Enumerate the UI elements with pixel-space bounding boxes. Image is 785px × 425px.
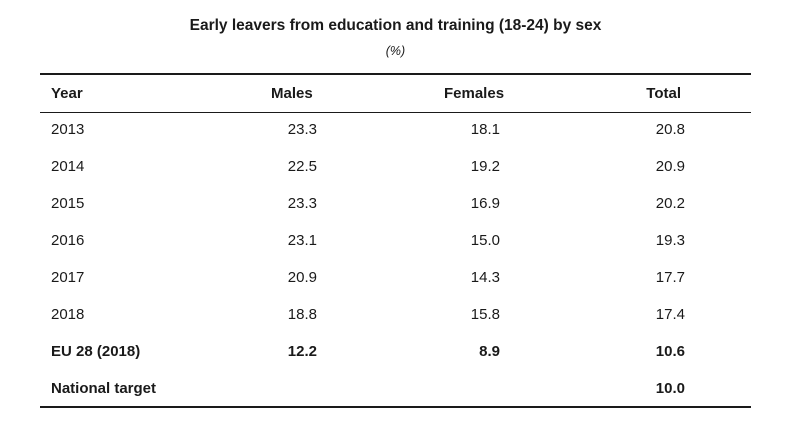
cell-year: 2017 [51,269,85,286]
header-row: Year Males Females Total [40,84,751,104]
cell-year: 2013 [51,121,85,138]
table-row: 2013 23.3 18.1 20.8 [40,120,751,140]
table-title: Early leavers from education and trainin… [189,17,602,34]
table-row: 2014 22.5 19.2 20.9 [40,157,751,177]
target-row: National target 10.0 [40,379,751,399]
cell-year: 2018 [51,306,85,323]
cell-total: 20.2 [655,195,685,212]
header-males: Males [271,85,313,102]
cell-females: 15.8 [470,306,500,323]
table-row: 2017 20.9 14.3 17.7 [40,268,751,288]
table-row: 2015 23.3 16.9 20.2 [40,194,751,214]
cell-total: 19.3 [655,232,685,249]
eu-row: EU 28 (2018) 12.2 8.9 10.6 [40,342,751,362]
cell-females: 14.3 [470,269,500,286]
table-row: 2016 23.1 15.0 19.3 [40,231,751,251]
cell-females: 16.9 [470,195,500,212]
cell-males: 23.3 [287,195,317,212]
cell-year: EU 28 (2018) [51,343,141,360]
bottom-rule [40,406,751,408]
table-row: 2018 18.8 15.8 17.4 [40,305,751,325]
cell-total: 10.6 [655,343,685,360]
cell-year: 2014 [51,158,85,175]
top-rule [40,73,751,75]
cell-total: 17.4 [655,306,685,323]
table-subtitle: (%) [385,44,406,58]
cell-year: National target [51,380,157,397]
cell-males: 12.2 [287,343,317,360]
header-year: Year [51,85,83,102]
header-total: Total [646,85,681,102]
header-females: Females [444,85,505,102]
cell-females: 8.9 [479,343,500,360]
cell-males: 23.1 [287,232,317,249]
cell-males: 20.9 [287,269,317,286]
cell-total: 17.7 [655,269,685,286]
cell-males: 23.3 [287,121,317,138]
header-rule [40,112,751,113]
cell-total: 20.9 [655,158,685,175]
cell-females: 18.1 [470,121,500,138]
cell-year: 2015 [51,195,85,212]
cell-total: 20.8 [655,121,685,138]
cell-females: 19.2 [470,158,500,175]
cell-males: 18.8 [287,306,317,323]
cell-females: 15.0 [470,232,500,249]
cell-total: 10.0 [655,380,685,397]
cell-males: 22.5 [287,158,317,175]
cell-year: 2016 [51,232,85,249]
